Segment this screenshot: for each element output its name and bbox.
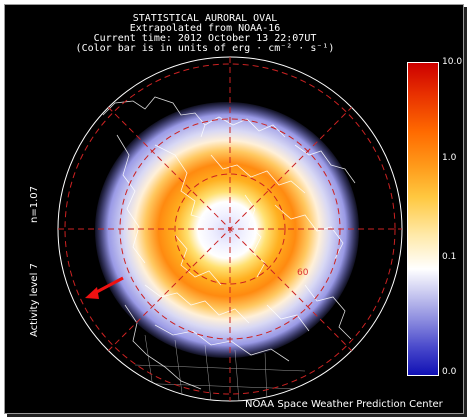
latitude-60-label: 60 [297, 268, 309, 278]
colorbar-tick-max: 10.0 [442, 57, 463, 67]
n-value-label: n=1.07 [29, 186, 40, 223]
polar-map: 60 [57, 56, 403, 402]
grid-lines [58, 57, 402, 401]
aurora-forecast-panel: STATISTICAL AURORAL OVAL Extrapolated fr… [4, 4, 464, 414]
current-time: Current time: 2012 October 13 22:07UT [93, 33, 317, 44]
subtitle-source: Extrapolated from NOAA-16 [129, 23, 281, 34]
red-arrow-icon [85, 276, 124, 299]
activity-level-label: Activity level 7 [29, 263, 40, 337]
colorbar-units-note: (Color bar is in units of erg · cm⁻² · s… [75, 43, 335, 54]
colorbar-tick-min: 0.0 [442, 367, 457, 377]
colorbar-tick-0-1: 0.1 [442, 252, 457, 262]
colorbar [407, 62, 439, 376]
colorbar-tick-1: 1.0 [442, 153, 457, 163]
footer-credit: NOAA Space Weather Prediction Center [245, 399, 443, 410]
title: STATISTICAL AURORAL OVAL [132, 13, 278, 24]
